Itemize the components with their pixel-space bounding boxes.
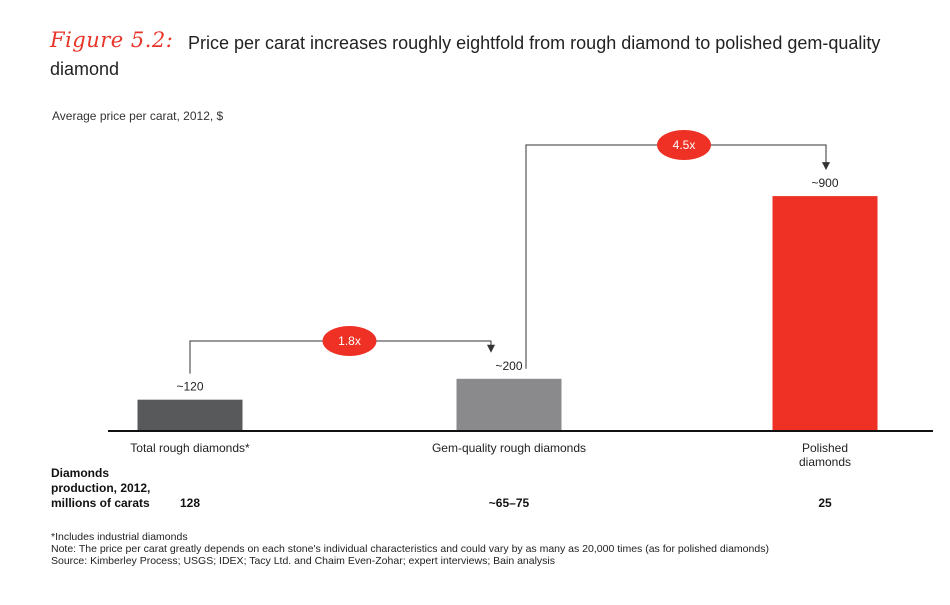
production-value-gem-quality: ~65–75 [488, 496, 530, 510]
footnote-source: Source: Kimberley Process; USGS; IDEX; T… [51, 555, 556, 567]
production-label-line: millions of carats [51, 496, 150, 510]
bar-chart: ~120 ~200 ~900 1.8x 4.5x [108, 130, 933, 432]
multiplier-label-1: 1.8x [338, 334, 361, 348]
bar-1 [137, 399, 243, 431]
production-label-line: production, 2012, [51, 481, 151, 495]
arrowhead-2 [822, 162, 830, 171]
bar-3 [772, 196, 878, 431]
category-label-total-rough: Total rough diamonds* [130, 441, 250, 455]
production-value-total-rough: 128 [179, 496, 201, 510]
footnotes: *Includes industrial diamonds Note: The … [51, 531, 769, 567]
production-row-label: Diamonds production, 2012, millions of c… [51, 466, 150, 511]
arrowhead-1 [487, 344, 495, 353]
bar-2 [456, 378, 562, 431]
chart-title: Price per carat increases roughly eightf… [50, 33, 881, 79]
value-label-3: ~900 [811, 176, 838, 190]
multiplier-badge-1 [322, 326, 377, 356]
category-label-polished: Polished diamonds [798, 441, 852, 469]
multiplier-badge-2 [657, 130, 711, 160]
production-value-polished: 25 [818, 496, 832, 510]
category-label-gem-quality: Gem-quality rough diamonds [431, 441, 587, 455]
footnote-asterisk: *Includes industrial diamonds [51, 531, 188, 543]
axis-title: Average price per carat, 2012, $ [52, 109, 224, 123]
footnote-note: Note: The price per carat greatly depend… [51, 543, 769, 555]
value-label-1: ~120 [176, 380, 203, 394]
value-label-2: ~200 [495, 359, 522, 373]
production-label-line: Diamonds [51, 466, 110, 480]
figure-number: Figure 5.2: [50, 28, 174, 52]
multiplier-label-2: 4.5x [673, 138, 696, 152]
